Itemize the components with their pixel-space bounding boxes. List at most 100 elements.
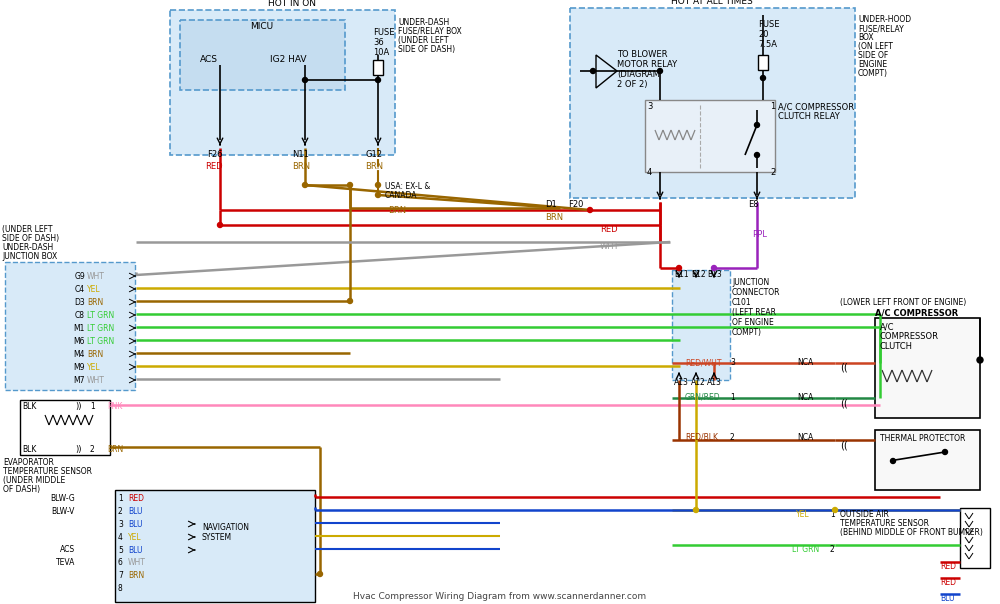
Text: WHT: WHT: [87, 272, 105, 281]
Text: 1: 1: [118, 494, 123, 503]
Text: 1: 1: [770, 102, 775, 111]
Text: 8: 8: [118, 584, 123, 593]
Text: SIDE OF DASH): SIDE OF DASH): [398, 45, 455, 54]
Text: (LEFT REAR: (LEFT REAR: [732, 308, 776, 317]
Text: RED/WHT: RED/WHT: [685, 358, 722, 367]
Text: 10A: 10A: [373, 48, 389, 57]
Text: YEL: YEL: [796, 510, 810, 519]
Text: HOT AT ALL TIMES: HOT AT ALL TIMES: [671, 0, 753, 6]
Text: ACS: ACS: [200, 55, 218, 64]
Text: C8: C8: [75, 311, 85, 320]
Text: HOT IN ON: HOT IN ON: [268, 0, 316, 8]
Text: (DIAGRAM: (DIAGRAM: [617, 70, 660, 79]
Text: A12: A12: [691, 378, 706, 387]
Text: BRN: BRN: [87, 298, 103, 307]
Text: F26: F26: [207, 150, 222, 159]
Text: GRN/RED: GRN/RED: [685, 393, 721, 402]
Circle shape: [755, 123, 760, 127]
Text: M4: M4: [74, 350, 85, 359]
Text: 2 OF 2): 2 OF 2): [617, 80, 648, 89]
Circle shape: [348, 182, 352, 187]
Text: 20: 20: [758, 30, 768, 39]
Text: 3: 3: [730, 358, 735, 367]
Text: ACS: ACS: [60, 545, 75, 554]
Text: RED: RED: [940, 578, 956, 587]
Bar: [875, 430, 980, 490]
Text: OUTSIDE AIR: OUTSIDE AIR: [840, 510, 889, 519]
Text: PNK: PNK: [107, 402, 122, 411]
Text: 1: 1: [830, 510, 835, 519]
Text: BLK: BLK: [22, 402, 36, 411]
Text: B12: B12: [691, 270, 706, 279]
Circle shape: [942, 449, 948, 454]
Text: OF ENGINE: OF ENGINE: [732, 318, 774, 327]
Text: PPL: PPL: [752, 230, 767, 239]
Text: IG2 HAV: IG2 HAV: [270, 55, 306, 64]
Text: 5: 5: [118, 546, 123, 555]
Text: A13: A13: [707, 378, 722, 387]
Text: MOTOR RELAY: MOTOR RELAY: [617, 60, 677, 69]
Circle shape: [712, 266, 716, 271]
Text: BRN: BRN: [292, 162, 310, 171]
Text: 4: 4: [647, 168, 652, 177]
Text: 1: 1: [730, 393, 735, 402]
Text: WHT: WHT: [128, 558, 146, 567]
Text: 3: 3: [118, 520, 123, 529]
Text: BRN: BRN: [87, 350, 103, 359]
Text: A/C COMPRESSOR: A/C COMPRESSOR: [778, 102, 854, 111]
Text: G9: G9: [74, 272, 85, 281]
Text: D3: D3: [74, 298, 85, 307]
Circle shape: [218, 222, 222, 228]
Text: 3: 3: [647, 102, 652, 111]
Text: 2: 2: [90, 445, 95, 454]
Text: RED: RED: [205, 162, 223, 171]
Text: MICU: MICU: [250, 22, 274, 31]
Text: ((: ((: [840, 363, 848, 373]
Text: RED/BLK: RED/BLK: [685, 433, 718, 442]
Circle shape: [658, 68, 662, 74]
Bar: [5, 262, 135, 390]
Circle shape: [977, 357, 983, 363]
Text: ((: ((: [840, 398, 848, 408]
Text: YEL: YEL: [128, 533, 142, 542]
Circle shape: [588, 208, 592, 213]
Text: COMPT): COMPT): [858, 69, 888, 78]
Text: NCA: NCA: [797, 393, 813, 402]
Circle shape: [376, 77, 380, 83]
Text: COMPRESSOR: COMPRESSOR: [880, 332, 939, 341]
Text: CLUTCH: CLUTCH: [880, 342, 913, 351]
Text: BRN: BRN: [365, 162, 383, 171]
Text: YEL: YEL: [87, 285, 101, 294]
Bar: [960, 508, 990, 568]
Text: UNDER-DASH: UNDER-DASH: [2, 243, 53, 252]
Text: (UNDER LEFT: (UNDER LEFT: [398, 36, 448, 45]
Circle shape: [376, 193, 380, 198]
Circle shape: [302, 77, 308, 83]
Text: JUNCTION: JUNCTION: [732, 278, 769, 287]
Text: N11: N11: [292, 150, 309, 159]
Circle shape: [694, 507, 698, 513]
Text: E8: E8: [748, 200, 759, 209]
Text: UNDER-DASH: UNDER-DASH: [398, 18, 449, 27]
Text: SYSTEM: SYSTEM: [202, 533, 232, 542]
Text: EVAPORATOR: EVAPORATOR: [3, 458, 54, 467]
Bar: [180, 20, 345, 90]
Text: WHT: WHT: [600, 242, 620, 251]
Text: FUSE: FUSE: [758, 20, 780, 29]
Text: M6: M6: [74, 337, 85, 346]
Text: RED: RED: [128, 494, 144, 503]
Text: BLU: BLU: [128, 507, 143, 516]
Text: (UNDER MIDDLE: (UNDER MIDDLE: [3, 476, 65, 485]
Bar: [170, 10, 395, 155]
Text: A/C COMPRESSOR: A/C COMPRESSOR: [875, 308, 958, 317]
Text: )): )): [75, 445, 82, 454]
Text: (UNDER LEFT: (UNDER LEFT: [2, 225, 52, 234]
Circle shape: [755, 152, 760, 158]
Text: 2: 2: [118, 507, 123, 516]
Text: JUNCTION BOX: JUNCTION BOX: [2, 252, 57, 261]
Text: (BEHIND MIDDLE OF FRONT BUMPER): (BEHIND MIDDLE OF FRONT BUMPER): [840, 528, 983, 537]
Text: COMPT): COMPT): [732, 328, 762, 337]
Bar: [645, 100, 775, 172]
Text: C4: C4: [75, 285, 85, 294]
Text: BRN: BRN: [128, 571, 144, 580]
